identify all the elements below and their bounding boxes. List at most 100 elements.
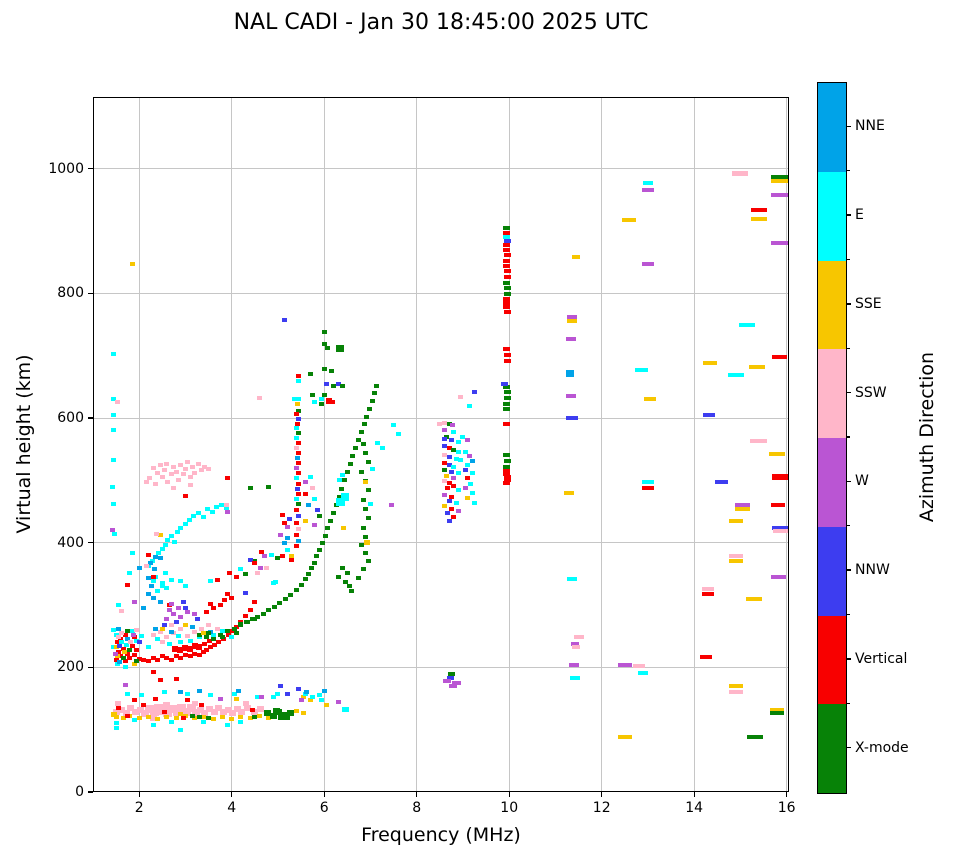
data-point [189,713,195,718]
data-point [196,652,202,657]
colorbar-boundary-tick [847,347,850,349]
colorbar-tick [847,391,851,394]
data-point [340,565,346,570]
data-point [455,508,461,513]
data-point [391,423,397,428]
data-point [185,634,191,639]
data-point [158,599,164,604]
data-point [150,574,156,579]
data-point [252,616,258,621]
data-point [178,727,184,732]
data-point [261,554,267,559]
colorbar-tick [847,569,851,571]
data-point [735,507,751,511]
data-point [367,502,373,507]
data-point [191,643,198,650]
data-point [173,716,179,721]
data-point [367,407,373,412]
data-point [750,216,767,221]
colorbar-segment-vertical [818,615,846,705]
data-point [644,397,657,402]
data-point [162,570,168,575]
data-point [243,571,249,576]
data-point [363,479,369,484]
data-point [358,542,364,547]
data-point [441,503,447,508]
data-point [164,585,170,590]
data-point [201,720,207,725]
data-point [275,691,281,696]
data-point [129,551,135,556]
x-gridline [416,97,418,792]
data-point [448,684,457,689]
data-point [201,714,207,719]
data-point [715,480,729,485]
data-point [247,485,253,490]
data-point [363,550,369,555]
data-point [278,714,286,721]
data-point [244,619,250,624]
data-point [771,503,786,508]
data-point [504,396,512,401]
data-point [702,591,715,596]
data-point [215,578,221,583]
data-point [728,554,743,559]
data-point [444,511,450,516]
x-gridline [601,97,603,792]
data-point [469,471,475,476]
data-point [565,416,578,420]
data-point [157,463,163,468]
data-point [288,593,294,598]
data-point [277,601,283,606]
data-point [503,263,511,268]
data-point [209,509,215,514]
data-point [219,635,225,640]
data-point [293,708,299,713]
data-point [121,649,127,654]
data-point [296,430,302,435]
data-point [465,463,471,468]
data-point [145,645,151,650]
data-point [156,550,162,555]
colorbar-tick [847,125,851,128]
data-point [169,472,175,477]
x-tickmark [138,792,140,797]
data-point [266,716,272,721]
data-point [224,706,232,713]
x-tick-label: 16 [777,800,796,816]
data-point [566,577,577,582]
data-point [350,454,356,459]
data-point [504,459,512,464]
data-point [728,684,743,689]
x-tick-label: 2 [134,800,144,816]
data-point [361,567,367,572]
chart-title: NAL CADI - Jan 30 18:45:00 2025 UTC [233,10,649,35]
data-point [566,369,575,377]
data-point [150,655,156,660]
data-point [145,715,151,720]
data-point [172,708,182,717]
data-point [113,657,119,662]
data-point [342,579,348,584]
data-point [180,472,186,477]
data-point [122,710,130,717]
data-point [455,439,461,444]
data-point [450,423,456,428]
data-point [284,716,290,721]
colorbar-boundary-tick [847,436,850,438]
data-point [365,488,371,493]
data-point [196,632,202,637]
data-point [208,579,214,584]
data-point [187,482,193,487]
data-point [727,373,744,377]
colorbar-segment-nnw [818,526,846,616]
data-point [728,689,743,694]
data-point [296,482,302,487]
data-point [638,670,649,675]
data-point [152,482,158,487]
data-point [569,675,580,680]
data-point [178,615,184,620]
data-point [157,629,163,634]
y-tickmark [88,666,93,668]
data-point [127,704,135,711]
